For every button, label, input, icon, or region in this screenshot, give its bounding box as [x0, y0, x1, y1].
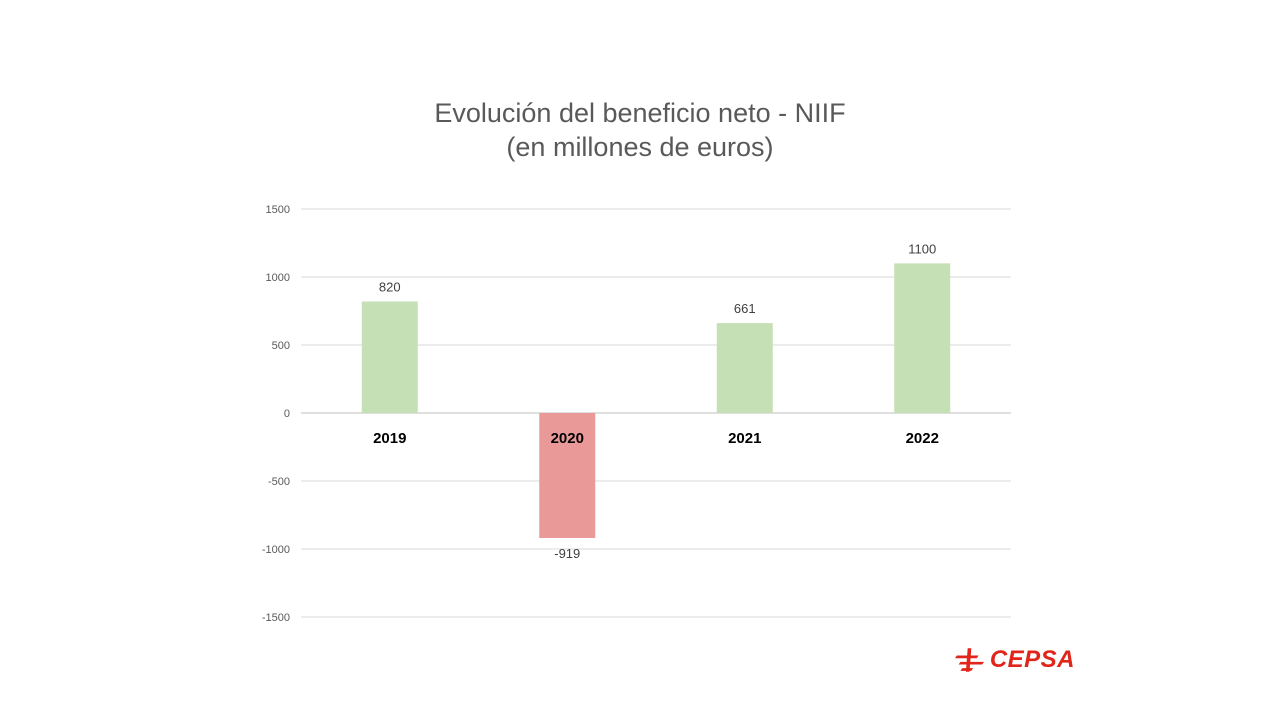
y-tick-label: -500: [268, 476, 290, 488]
y-tick-label: 0: [284, 408, 290, 420]
data-label: 820: [379, 279, 401, 294]
bar: [361, 301, 418, 413]
data-label: 1100: [908, 241, 936, 256]
x-category-label: 2021: [728, 430, 761, 447]
bar: [894, 263, 951, 413]
data-label: -919: [554, 546, 580, 561]
chart-title: Evolución del beneficio neto - NIIF: [434, 98, 846, 128]
chart-subtitle: (en millones de euros): [506, 132, 774, 162]
y-tick-label: 1500: [266, 204, 290, 216]
bar: [539, 413, 596, 538]
y-tick-label: 500: [272, 340, 290, 352]
x-category-label: 2019: [373, 430, 406, 447]
chart-title-block: Evolución del beneficio neto - NIIF (en …: [0, 96, 1280, 164]
cepsa-logo-text: CEPSA: [989, 646, 1075, 673]
cepsa-logo: CEPSA: [955, 643, 1075, 677]
y-tick-label: -1500: [262, 612, 290, 624]
cepsa-logo-icon: [955, 648, 984, 672]
x-category-label: 2020: [551, 430, 584, 447]
bar: [716, 323, 773, 413]
y-tick-label: 1000: [266, 272, 290, 284]
y-tick-label: -1000: [262, 544, 290, 556]
x-category-label: 2022: [906, 430, 939, 447]
data-label: 661: [734, 301, 756, 316]
